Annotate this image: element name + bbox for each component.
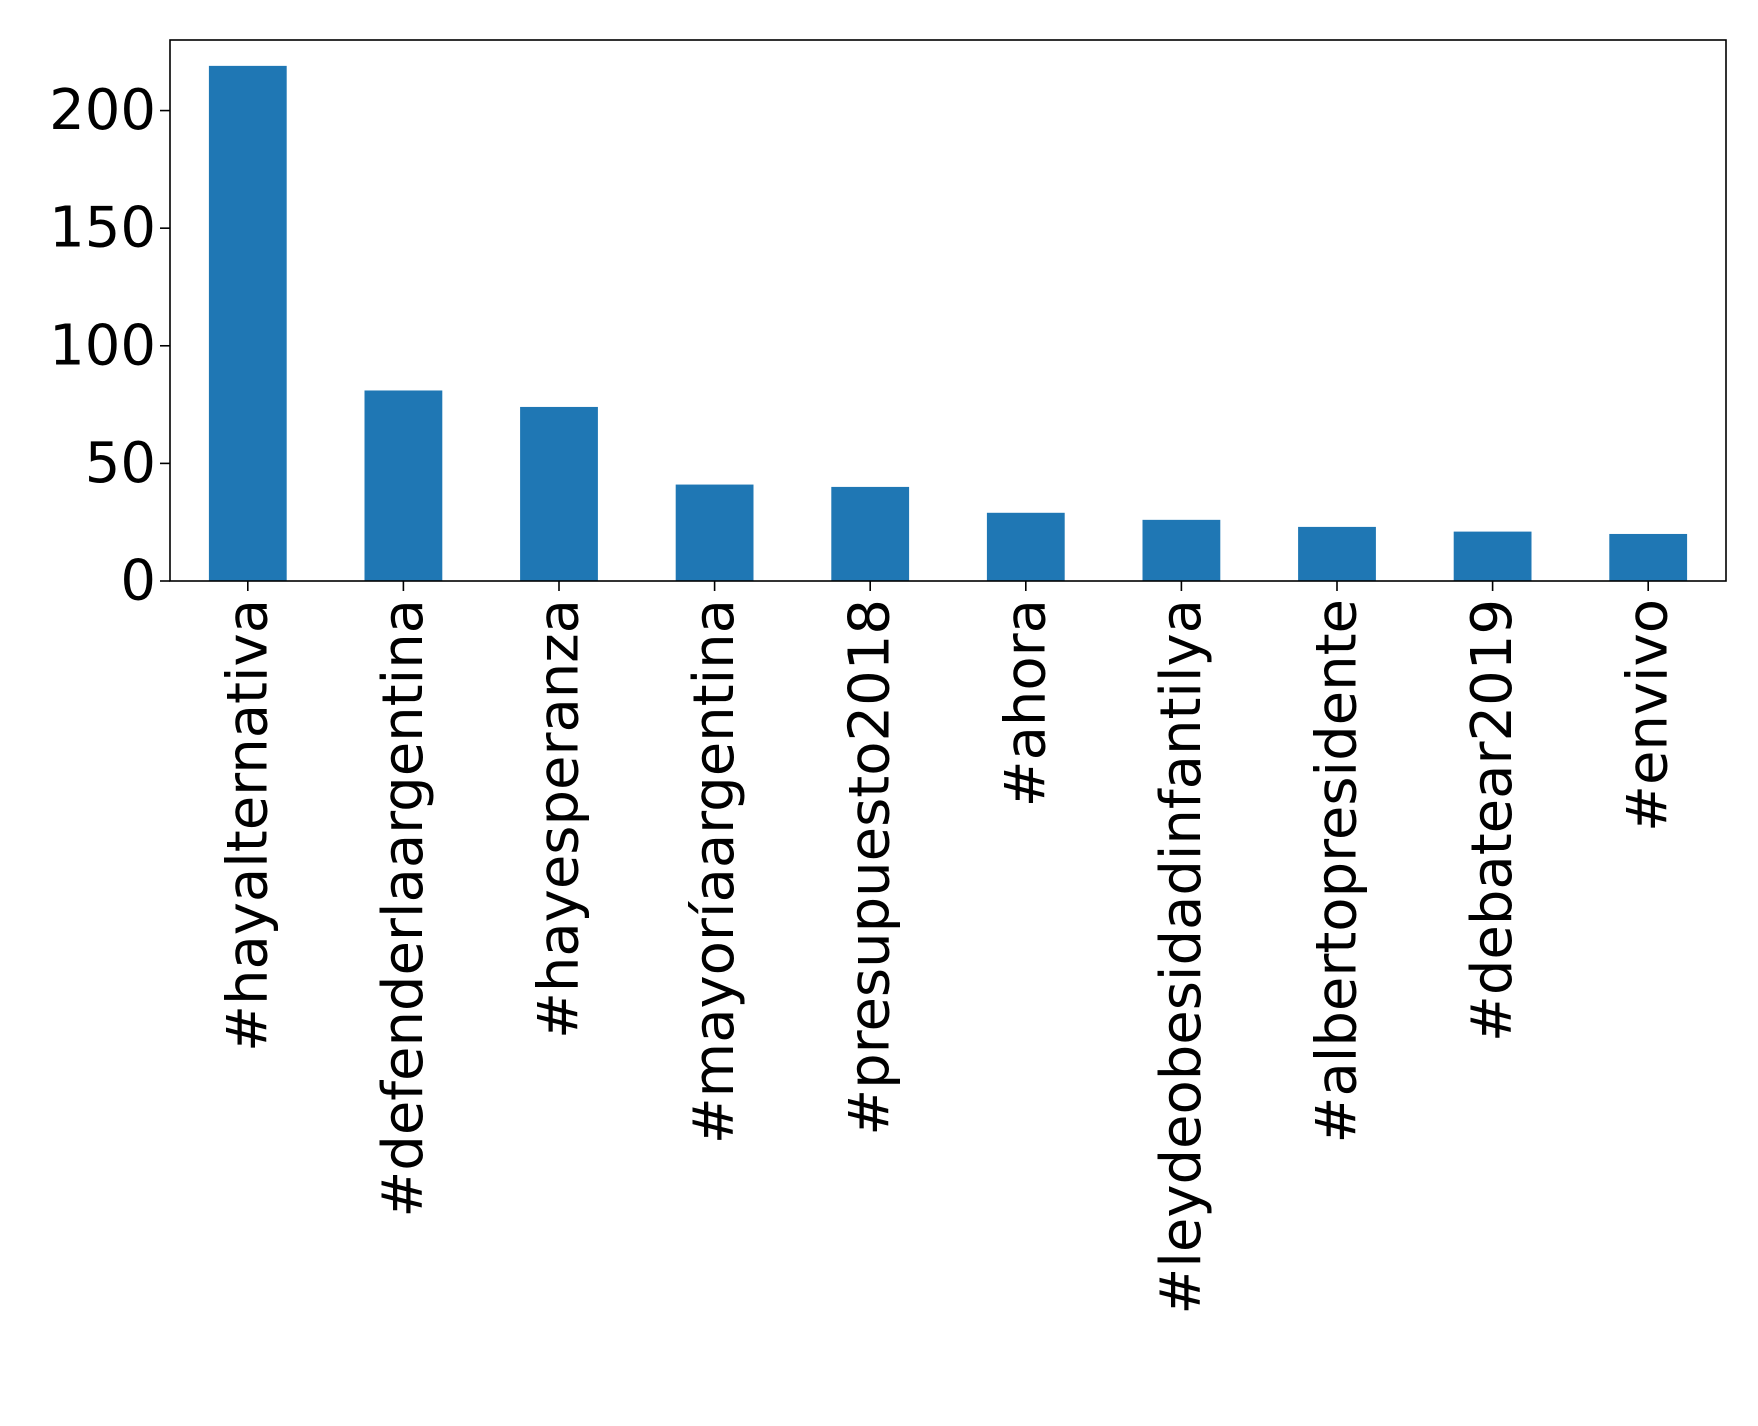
x-tick-label-7: #albertopresidente [1305,599,1370,1143]
bar-0 [208,65,287,582]
bar-6 [1142,519,1221,581]
bar-2 [520,406,598,581]
bars-group [208,65,1688,582]
bar-5 [986,512,1065,581]
x-tick-label-0: #hayalternativa [215,599,280,1052]
y-tick-label-4: 200 [49,78,156,143]
x-tick-label-1: #defenderlaargentina [371,599,436,1218]
plot-frame [169,39,1727,582]
x-tick-label-6: #leydeobesidadinfantilya [1149,599,1214,1315]
x-tick-label-9: #envivo [1616,599,1681,832]
x-tick-label-4: #presupuesto2018 [838,599,903,1136]
y-axis: 0 50 100 150 200 [49,78,170,614]
x-axis: #hayalternativa #defenderlaargentina #haye… [215,581,1681,1315]
x-tick-label-2: #hayesperanza [527,599,592,1039]
y-tick-label-2: 100 [49,313,156,378]
y-tick-label-3: 150 [49,196,156,261]
bar-9 [1609,533,1688,581]
x-tick-label-3: #mayoríaargentina [682,599,747,1144]
y-tick-label-1: 50 [85,431,156,496]
bar-1 [364,390,443,581]
bar-4 [831,486,910,581]
bar-3 [675,484,754,581]
y-tick-label-0: 0 [120,549,156,614]
x-tick-label-8: #debatear2019 [1460,599,1525,1042]
x-tick-label-5: #ahora [993,599,1058,807]
bar-7 [1298,526,1376,581]
bar-8 [1453,531,1532,581]
